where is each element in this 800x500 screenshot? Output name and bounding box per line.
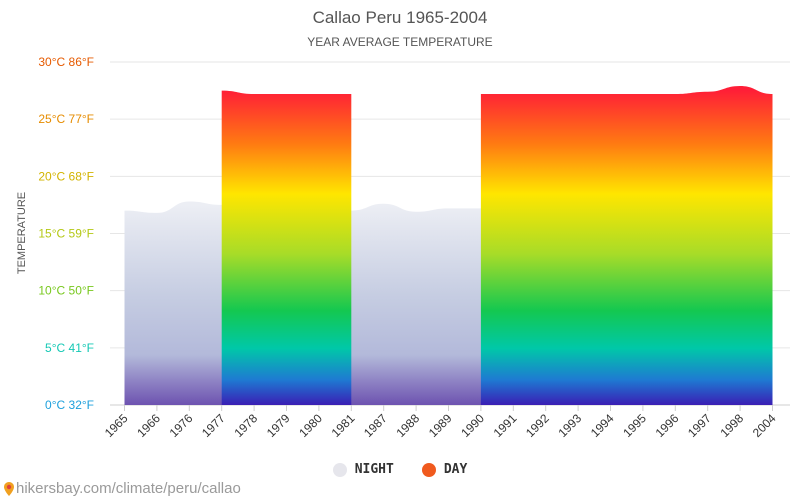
x-tick-label: 1977 [199, 411, 228, 440]
y-tick-label: 5°C 41°F [45, 341, 94, 355]
legend-day-label: DAY [443, 462, 468, 477]
day-area [221, 90, 352, 405]
footer-link[interactable]: hikersbay.com/climate/peru/callao [4, 480, 241, 497]
x-tick-label: 2004 [750, 411, 779, 440]
y-tick-label: 15°C 59°F [38, 227, 94, 241]
y-tick-label: 0°C 32°F [45, 398, 94, 412]
legend-night-label: NIGHT [354, 462, 394, 477]
x-tick-label: 1980 [296, 411, 325, 440]
map-pin-icon [4, 481, 14, 496]
x-tick-label: 1989 [426, 411, 455, 440]
y-axis-label: TEMPERATURE [16, 192, 28, 274]
x-tick-label: 1981 [329, 411, 358, 440]
x-tick-label: 1991 [491, 411, 520, 440]
legend-day-swatch [421, 462, 436, 477]
y-tick-label: 25°C 77°F [38, 112, 94, 126]
legend-item-night[interactable]: NIGHT [332, 462, 394, 477]
x-tick-label: 1994 [588, 411, 617, 440]
day-area [480, 86, 773, 405]
y-tick-label: 10°C 50°F [38, 284, 94, 298]
x-tick-label: 1993 [555, 411, 584, 440]
y-tick-label: 20°C 68°F [38, 169, 94, 183]
x-tick-label: 1995 [620, 411, 649, 440]
x-tick-label: 1965 [102, 411, 131, 440]
footer-text: hikersbay.com/climate/peru/callao [16, 480, 241, 497]
x-tick-label: 1976 [167, 411, 196, 440]
x-tick-label: 1979 [264, 411, 293, 440]
x-tick-label: 1997 [685, 411, 714, 440]
x-tick-label: 1966 [134, 411, 163, 440]
chart-subtitle: YEAR AVERAGE TEMPERATURE [307, 35, 492, 49]
x-tick-label: 1998 [717, 411, 746, 440]
legend: NIGHT DAY [0, 462, 800, 477]
x-tick-label: 1988 [393, 411, 422, 440]
x-tick-label: 1990 [458, 411, 487, 440]
y-tick-label: 30°C 86°F [38, 55, 94, 69]
x-tick-label: 1996 [653, 411, 682, 440]
legend-item-day[interactable]: DAY [421, 462, 468, 477]
legend-night-swatch [332, 462, 347, 477]
x-tick-label: 1992 [523, 411, 552, 440]
x-tick-label: 1987 [361, 411, 390, 440]
chart-title: Callao Peru 1965-2004 [313, 8, 488, 27]
x-tick-label: 1978 [231, 411, 260, 440]
